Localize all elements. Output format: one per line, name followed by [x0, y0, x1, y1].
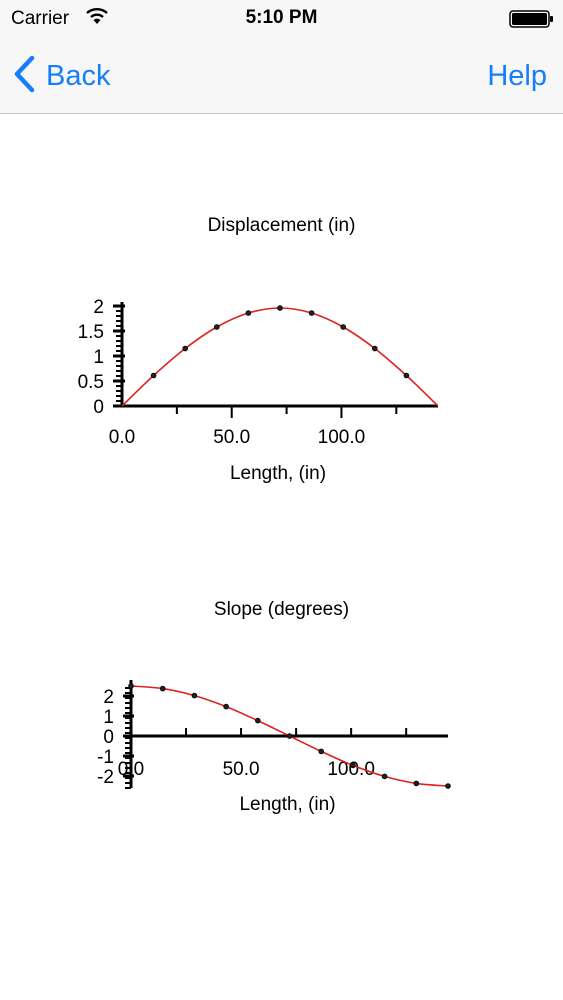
- data-point: [191, 692, 198, 699]
- x-axis-title: Length, (in): [239, 794, 335, 815]
- y-tick-label: 1.5: [78, 322, 104, 343]
- battery-icon: [509, 9, 555, 34]
- displacement-chart-title: Displacement (in): [207, 215, 356, 236]
- back-label: Back: [46, 59, 111, 92]
- help-button[interactable]: Help: [487, 60, 547, 92]
- data-point: [381, 773, 388, 780]
- data-point: [371, 345, 378, 352]
- data-point: [277, 305, 283, 311]
- y-tick-label: 0.5: [78, 372, 104, 393]
- y-tick-label: -1: [97, 747, 114, 768]
- wifi-icon: [86, 7, 108, 30]
- slope-chart-title: Slope (degrees): [213, 599, 350, 620]
- data-point: [445, 783, 451, 789]
- data-point: [223, 703, 229, 710]
- data-point: [286, 733, 293, 739]
- y-tick-label: 1: [93, 347, 104, 368]
- x-tick-label: 0.0: [109, 427, 135, 448]
- x-tick-label: 100.0: [318, 427, 366, 448]
- y-tick-label: 0: [103, 727, 114, 748]
- carrier-label: Carrier: [11, 8, 70, 29]
- chevron-left-icon: [12, 55, 36, 98]
- x-tick-label: 100.0: [327, 759, 375, 780]
- back-button[interactable]: Back: [12, 55, 111, 98]
- data-point: [182, 345, 189, 352]
- y-tick-label: 2: [103, 687, 114, 708]
- status-bar: Carrier 5:10 PM: [0, 0, 563, 40]
- data-point: [350, 762, 356, 769]
- status-time: 5:10 PM: [245, 7, 318, 28]
- x-tick-label: 50.0: [223, 759, 260, 780]
- y-tick-label: 2: [93, 297, 104, 318]
- y-tick-label: 1: [103, 707, 114, 728]
- x-tick-label: 0.0: [118, 759, 144, 780]
- data-point: [308, 310, 315, 316]
- data-point: [245, 310, 252, 316]
- data-point: [340, 324, 347, 330]
- data-point: [159, 685, 166, 692]
- x-axis-title: Length, (in): [230, 463, 326, 484]
- data-point: [214, 324, 220, 330]
- data-point: [413, 780, 420, 787]
- data-point: [128, 683, 134, 689]
- data-point: [403, 372, 410, 379]
- y-tick-label: 0: [93, 397, 104, 418]
- navigation-bar: Back Help: [0, 40, 563, 114]
- data-point: [254, 717, 261, 724]
- x-tick-label: 50.0: [213, 427, 250, 448]
- data-point: [318, 748, 325, 755]
- y-tick-label: -2: [97, 767, 114, 788]
- data-point: [150, 372, 157, 379]
